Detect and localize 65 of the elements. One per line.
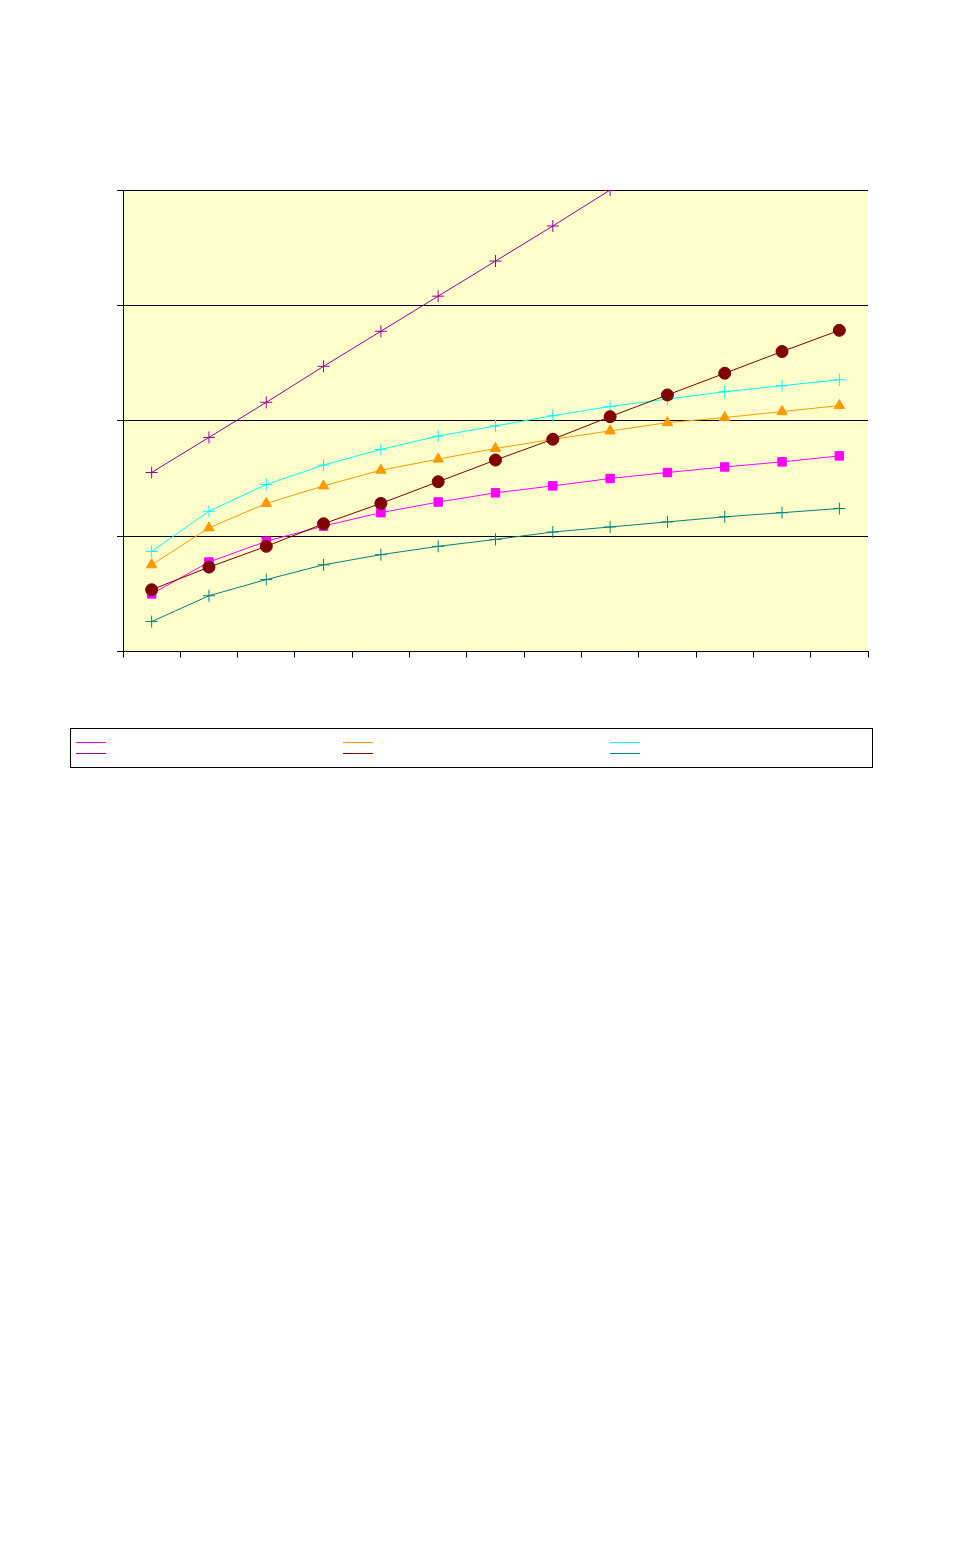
point: [432, 452, 444, 463]
point: [719, 411, 731, 422]
point: [259, 573, 273, 587]
point: [374, 548, 388, 562]
point: [433, 497, 443, 507]
point: [259, 539, 273, 553]
point: [834, 451, 845, 461]
point: [145, 615, 159, 629]
point: [718, 366, 732, 380]
point: [260, 496, 272, 507]
point: [317, 359, 331, 373]
point: [374, 496, 388, 510]
point: [604, 424, 616, 435]
point: [202, 430, 216, 444]
point: [832, 502, 846, 515]
point: [431, 429, 445, 443]
point: [603, 399, 617, 413]
point: [431, 289, 445, 303]
point: [489, 442, 502, 452]
point: [317, 517, 331, 531]
point: [718, 510, 732, 524]
point: [603, 410, 617, 424]
point: [546, 219, 560, 233]
point: [145, 466, 159, 479]
point: [775, 345, 789, 359]
point: [546, 409, 560, 423]
point: [490, 488, 501, 498]
point: [489, 419, 502, 433]
point: [661, 416, 674, 427]
point: [374, 442, 388, 456]
point: [202, 560, 216, 574]
point: [718, 385, 732, 399]
point: [775, 506, 789, 520]
point: [777, 457, 787, 467]
point: [832, 373, 846, 387]
point: [431, 539, 445, 553]
point: [431, 475, 445, 489]
point: [145, 583, 159, 597]
point: [317, 558, 331, 572]
point: [660, 515, 674, 529]
point: [489, 453, 502, 467]
point: [833, 399, 846, 410]
point: [605, 473, 615, 484]
point: [489, 532, 502, 546]
point: [202, 589, 216, 603]
point: [546, 525, 560, 539]
point: [145, 544, 159, 558]
point: [145, 558, 158, 569]
point: [203, 521, 215, 532]
point: [719, 462, 730, 472]
point: [603, 520, 617, 534]
point: [374, 324, 388, 338]
point: [202, 504, 216, 518]
point: [548, 481, 558, 491]
point: [259, 395, 273, 409]
point: [317, 479, 330, 490]
point: [660, 388, 674, 402]
point: [317, 458, 331, 472]
point: [375, 463, 387, 474]
point: [832, 323, 846, 337]
point: [662, 467, 673, 478]
point: [776, 405, 788, 416]
point: [259, 478, 273, 491]
point: [775, 379, 789, 393]
point: [489, 254, 502, 268]
